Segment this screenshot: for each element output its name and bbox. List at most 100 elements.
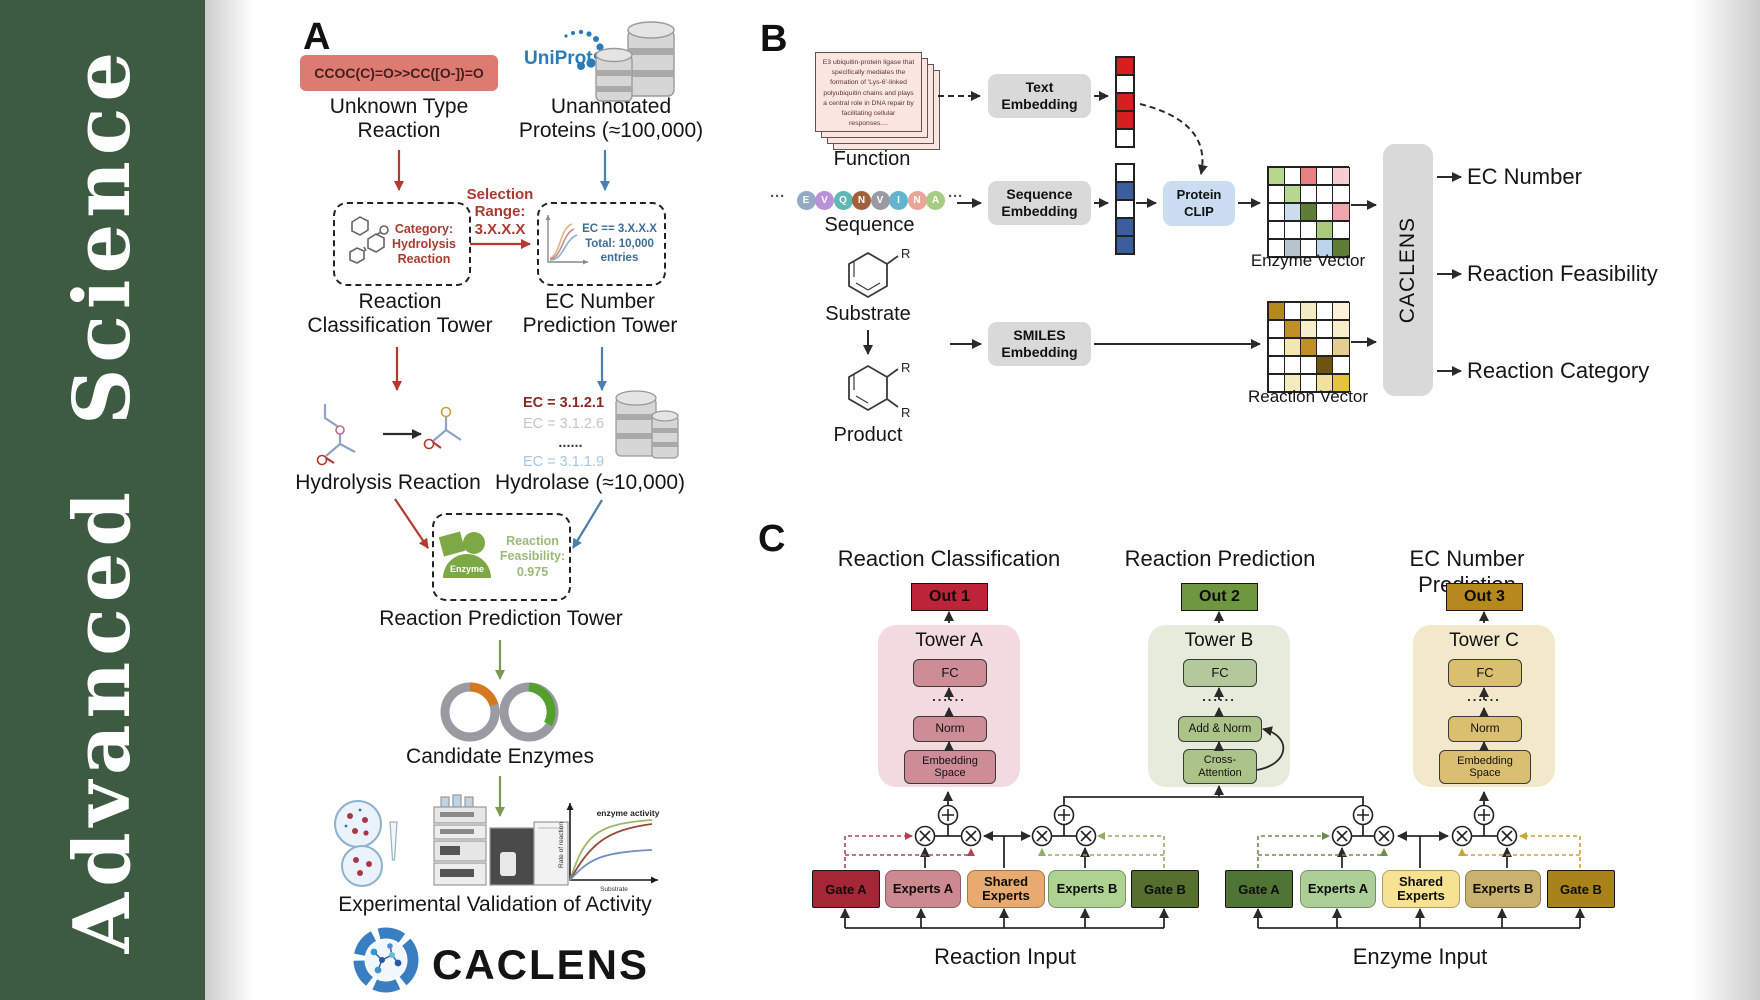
tower-b: Tower B FC ...... Add & Norm Cross- Atte… bbox=[1148, 625, 1290, 787]
panel-b-label: B bbox=[760, 18, 788, 60]
page-shadow-left bbox=[205, 0, 253, 1000]
group2-experts-b: Experts B bbox=[1465, 870, 1541, 908]
ec-entry-3: EC = 3.1.1.9 bbox=[523, 454, 605, 470]
sequence-embedding-box: Sequence Embedding bbox=[988, 181, 1091, 225]
tower-c-title: Tower C bbox=[1449, 630, 1519, 651]
sequence-label: Sequence bbox=[824, 214, 915, 236]
function-card: E3 ubiquitin-protein ligase that specifi… bbox=[815, 52, 922, 132]
residue-e-0: E bbox=[796, 191, 816, 210]
tower-a-embedding-space: Embedding Space bbox=[904, 750, 996, 784]
text-embedding-box: Text Embedding bbox=[988, 74, 1091, 118]
ec-range-text: EC == 3.X.X.X Total: 10,000 entries bbox=[582, 223, 657, 265]
substrate-label: Substrate bbox=[825, 303, 911, 325]
residue-i-5: I bbox=[889, 191, 908, 210]
vector-cell bbox=[1116, 218, 1134, 236]
reaction-input-label: Reaction Input bbox=[934, 944, 1076, 969]
vector-cell bbox=[1116, 111, 1134, 129]
enzyme-vector-grid bbox=[1267, 166, 1350, 258]
tower-a: Tower A FC ...... Norm Embedding Space bbox=[878, 625, 1020, 787]
journal-title: Advanced Science bbox=[57, 46, 148, 954]
vector-cell bbox=[1116, 236, 1134, 254]
text-vector bbox=[1115, 56, 1135, 148]
group2-gate-a: Gate A bbox=[1225, 870, 1293, 908]
experimental-validation-label: Experimental Validation of Activity bbox=[338, 893, 652, 916]
ec-entry-2: EC = 3.1.2.6 bbox=[523, 416, 605, 432]
vector-cell bbox=[1116, 93, 1134, 111]
residue-v-1: V bbox=[815, 191, 834, 210]
group1-experts-b: Experts B bbox=[1048, 870, 1126, 908]
hplc-instrument-icon bbox=[433, 794, 569, 886]
panel-c-label: C bbox=[758, 518, 786, 560]
caclens-logo-icon bbox=[353, 927, 419, 993]
plot-ylabel: Rate of reaction bbox=[558, 822, 565, 868]
feasibility-text: Reaction Feasibility: 0.975 bbox=[499, 533, 566, 579]
hydrolase-label: Hydrolase (≈10,000) bbox=[494, 471, 686, 494]
out3-box: Out 3 bbox=[1446, 583, 1523, 611]
junction-symbols bbox=[914, 804, 1518, 847]
tower-c-embedding-space: Embedding Space bbox=[1439, 750, 1531, 784]
substrate-r-label: R bbox=[901, 246, 910, 261]
category-text: Category: Hydrolysis Reaction bbox=[392, 221, 456, 266]
header-reaction-classification: Reaction Classification bbox=[837, 546, 1061, 571]
sequence-ellipsis-left: ··· bbox=[770, 188, 785, 205]
smiles-embedding-box: SMILES Embedding bbox=[988, 322, 1091, 366]
residue-n-6: N bbox=[907, 191, 927, 210]
ec-entry-1: EC = 3.1.2.1 bbox=[523, 395, 605, 411]
grid-cell bbox=[1332, 221, 1350, 239]
grid-cell bbox=[1332, 302, 1350, 320]
grid-cell bbox=[1332, 374, 1350, 392]
caclens-logo-text: CACLENS bbox=[432, 941, 650, 988]
substrate-molecule: R bbox=[848, 246, 910, 299]
grid-cell bbox=[1332, 356, 1350, 374]
reaction-vector-label: Reaction Vector bbox=[1247, 387, 1368, 406]
tower-b-cross-attention: Cross- Attention bbox=[1183, 749, 1257, 784]
reaction-smiles-box: CCOC(C)=O>>CC([O-])=O bbox=[300, 55, 498, 91]
tower-a-dots: ...... bbox=[932, 689, 966, 704]
reaction-vector-grid bbox=[1267, 301, 1350, 393]
tower-c: Tower C FC ...... Norm Embedding Space bbox=[1413, 625, 1555, 787]
plot-xlabel: Substrate bbox=[600, 886, 628, 893]
output-reaction-category: Reaction Category bbox=[1467, 358, 1650, 383]
product-r1-label: R bbox=[901, 360, 910, 375]
vector-cell bbox=[1116, 200, 1134, 218]
panel-a-label: A bbox=[303, 16, 331, 58]
group1-shared-experts: Shared Experts bbox=[967, 870, 1045, 908]
tower-b-fc: FC bbox=[1183, 659, 1257, 687]
tower-a-norm: Norm bbox=[913, 716, 987, 742]
out2-box: Out 2 bbox=[1181, 583, 1258, 611]
output-reaction-feasibility: Reaction Feasibility bbox=[1467, 261, 1658, 286]
reaction-feasibility-box: Reaction Feasibility: 0.975 bbox=[432, 513, 571, 601]
function-card-text: E3 ubiquitin-protein ligase that specifi… bbox=[822, 59, 915, 128]
product-label: Product bbox=[833, 424, 903, 446]
journal-banner: Advanced Science bbox=[0, 0, 205, 1000]
function-label: Function bbox=[833, 148, 911, 170]
vector-cell bbox=[1116, 129, 1134, 147]
reaction-prediction-tower-label: Reaction Prediction Tower bbox=[379, 607, 623, 630]
tower-b-add-norm: Add & Norm bbox=[1178, 716, 1262, 742]
tower-c-fc: FC bbox=[1448, 659, 1522, 687]
enzyme-vector-label: Enzyme Vector bbox=[1250, 251, 1366, 270]
vector-cell bbox=[1116, 182, 1134, 200]
unannotated-proteins-label: Unannotated Proteins (≈100,000) bbox=[518, 95, 704, 143]
tower-a-fc: FC bbox=[913, 659, 987, 687]
group2-gate-b: Gate B bbox=[1547, 870, 1615, 908]
times-circles bbox=[914, 825, 1518, 847]
vector-cell bbox=[1116, 57, 1134, 75]
tower-a-title: Tower A bbox=[915, 630, 983, 651]
caclens-pill-text: CACLENS bbox=[1396, 216, 1419, 324]
vector-cell bbox=[1116, 164, 1134, 182]
tower-b-dots: ...... bbox=[1202, 689, 1236, 704]
reaction-category-box: Category: Hydrolysis Reaction bbox=[333, 202, 471, 286]
ec-entry-dots: ...... bbox=[558, 435, 583, 451]
protein-clip-box: Protein CLIP bbox=[1163, 181, 1235, 226]
group1-gate-a: Gate A bbox=[812, 870, 880, 908]
grid-cell bbox=[1332, 239, 1350, 257]
plus-circles bbox=[937, 804, 1495, 826]
grid-cell bbox=[1332, 338, 1350, 356]
output-ec-number: EC Number bbox=[1467, 164, 1582, 189]
activity-plot-icon: enzyme activity Rate of reaction Substra… bbox=[558, 803, 660, 893]
acetate-molecule bbox=[423, 406, 462, 450]
residue-a-7: A bbox=[926, 191, 945, 210]
grid-cell bbox=[1332, 185, 1350, 203]
